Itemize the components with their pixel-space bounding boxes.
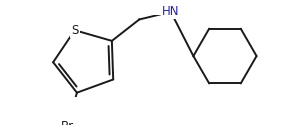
Text: S: S bbox=[71, 24, 79, 37]
Text: HN: HN bbox=[162, 5, 180, 18]
Text: Br: Br bbox=[61, 120, 74, 125]
